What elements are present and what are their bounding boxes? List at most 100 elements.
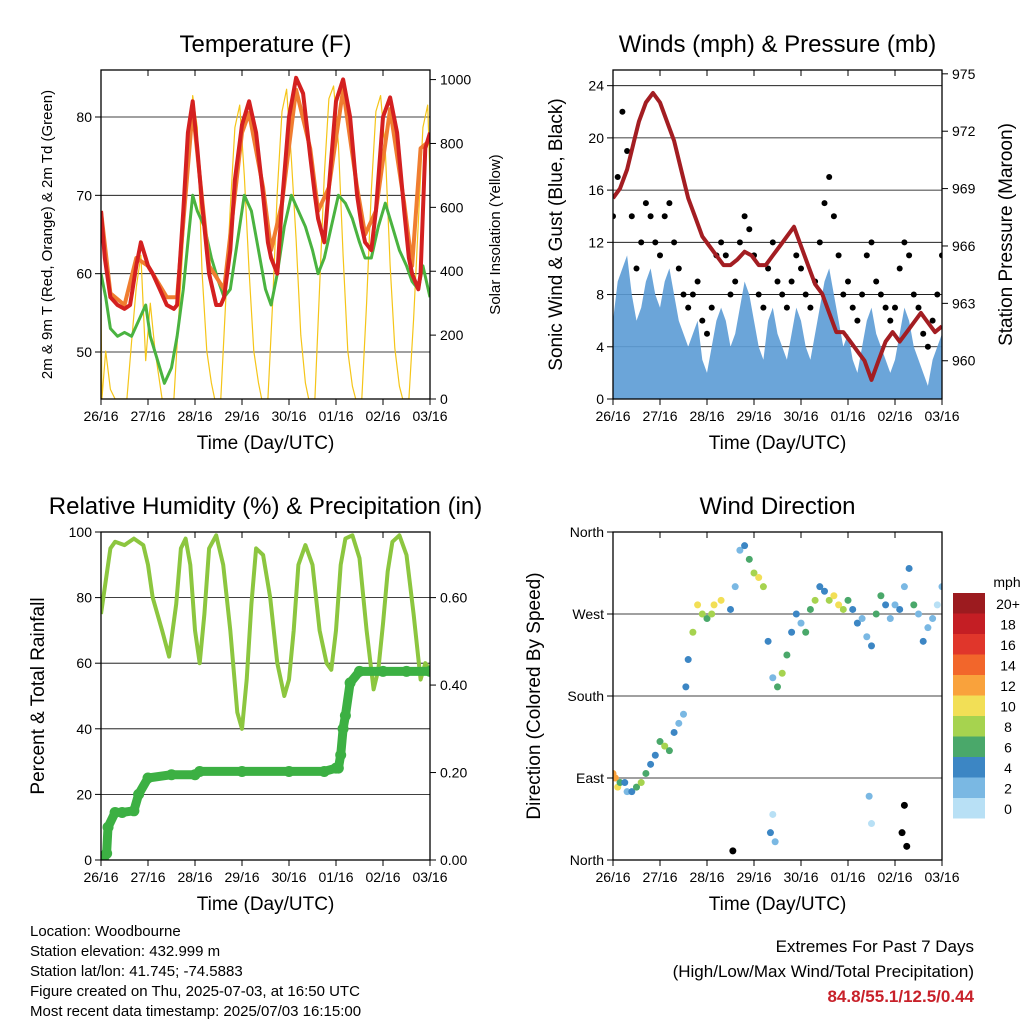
direction-point <box>903 842 911 850</box>
y-tick-label: 40 <box>76 721 92 737</box>
legend-swatch <box>953 757 985 778</box>
direction-point <box>764 637 772 645</box>
x-tick-label: 02/16 <box>365 869 400 885</box>
gust-point <box>882 304 889 311</box>
direction-point <box>900 801 908 809</box>
direction-point <box>684 656 692 664</box>
direction-point <box>865 792 873 800</box>
x-tick-label: 28/16 <box>689 408 724 424</box>
data-layer <box>613 91 942 399</box>
direction-point <box>774 683 781 691</box>
direction-point <box>821 587 828 595</box>
x-axis-label: Time (Day/UTC) <box>709 433 847 454</box>
direction-point <box>750 569 758 577</box>
gust-point <box>840 291 847 298</box>
y-axis-label: Sonic Wind & Gust (Blue, Black) <box>546 98 567 370</box>
y-tick-label: 0 <box>596 391 604 407</box>
x-tick-label: 03/16 <box>412 408 447 424</box>
y-tick-label: 24 <box>588 78 604 94</box>
y-axis-label: 2m & 9m T (Red, Orange) & 2m Td (Green) <box>39 90 56 379</box>
direction-point <box>741 542 749 550</box>
y2-axis-label: Station Pressure (Maroon) <box>996 123 1017 346</box>
direction-point <box>769 674 777 682</box>
x-tick-label: 29/16 <box>736 869 771 885</box>
gust-point <box>873 278 880 285</box>
x-tick-label: 26/16 <box>83 408 118 424</box>
y-tick-label: East <box>576 770 604 786</box>
x-tick-label: 28/16 <box>689 869 724 885</box>
figure-created: Figure created on Thu, 2025-07-03, at 16… <box>30 983 360 1000</box>
x-tick-label: 02/16 <box>877 869 912 885</box>
gust-point <box>652 239 659 246</box>
gust-point <box>798 265 804 272</box>
y-tick-label: 4 <box>596 339 604 355</box>
legend-label: 16 <box>1000 637 1016 653</box>
direction-point <box>642 769 650 777</box>
gust-point <box>675 265 682 272</box>
y-axis-label: Direction (Colored By Speed) <box>524 572 545 819</box>
direction-point <box>633 783 640 791</box>
y-tick-label: South <box>567 688 604 704</box>
direction-point <box>877 592 885 600</box>
direction-point <box>689 628 697 636</box>
direction-point <box>886 615 894 623</box>
direction-point <box>825 596 833 604</box>
station-info: Location: Woodbourne Station elevation: … <box>30 922 361 1022</box>
y2-tick-label: 200 <box>440 327 464 343</box>
gust-point <box>765 265 772 272</box>
gust-point <box>807 304 814 311</box>
direction-point <box>872 610 880 618</box>
direction-point <box>891 601 899 609</box>
gust-point <box>760 304 767 311</box>
gust-point <box>741 213 748 220</box>
legend-label: 20+ <box>996 596 1020 612</box>
chart-humidity: Relative Humidity (%) & Precipitation (i… <box>28 493 482 915</box>
y2-tick-label: 600 <box>440 199 464 215</box>
direction-point <box>929 615 937 623</box>
legend-label: 2 <box>1004 781 1012 797</box>
gust-point <box>694 278 701 285</box>
direction-point <box>938 583 942 591</box>
legend-swatch <box>953 593 985 614</box>
gust-point <box>877 291 884 298</box>
data-layer <box>613 542 942 855</box>
data-layer <box>101 533 430 860</box>
gust-point <box>915 304 922 311</box>
gust-point <box>633 265 640 272</box>
y-tick-label: 80 <box>76 590 92 606</box>
x-tick-label: 28/16 <box>177 408 212 424</box>
gust-point <box>863 252 870 259</box>
direction-point <box>806 605 814 613</box>
gust-point <box>910 291 917 298</box>
gust-point <box>657 252 663 259</box>
x-tick-label: 27/16 <box>130 408 165 424</box>
gust-point <box>671 239 678 246</box>
gust-point <box>704 330 710 337</box>
direction-point <box>661 742 669 750</box>
gust-point <box>624 147 631 154</box>
gust-point <box>929 317 936 324</box>
x-tick-label: 30/16 <box>783 408 818 424</box>
plot-frame <box>612 531 943 861</box>
gust-point <box>821 200 828 207</box>
gust-point <box>849 304 856 311</box>
y2-tick-label: 972 <box>952 123 976 139</box>
x-tick-label: 30/16 <box>783 869 818 885</box>
direction-point <box>849 605 857 613</box>
direction-point <box>896 605 904 613</box>
direction-point <box>755 574 763 582</box>
legend-label: 6 <box>1004 740 1012 756</box>
y-tick-label: 0 <box>84 852 92 868</box>
direction-point <box>745 555 753 563</box>
x-axis-label: Time (Day/UTC) <box>709 894 847 915</box>
extremes-values: 84.8/55.1/12.5/0.44 <box>827 987 974 1006</box>
legend-label: 8 <box>1004 719 1012 735</box>
chart-winds: Winds (mph) & Pressure (mb) 0 4 8 12 16 20 24 96… <box>546 31 1017 454</box>
speed-legend: mph 20+ 18 16 14 12 10 8 6 4 2 0 <box>953 574 1021 819</box>
x-tick-label: 28/16 <box>177 869 212 885</box>
gust-point <box>859 291 866 298</box>
direction-point <box>766 829 774 837</box>
direction-point <box>727 605 734 613</box>
direction-point <box>802 628 810 636</box>
